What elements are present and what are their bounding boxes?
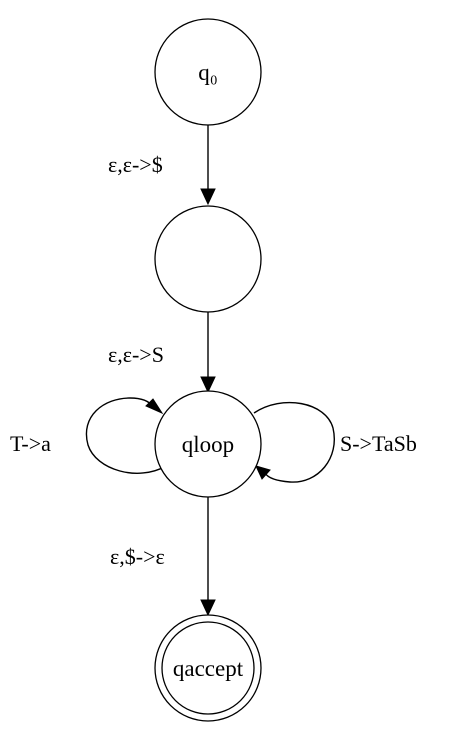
state-qaccept: qaccept — [154, 614, 262, 722]
state-qloop: qloop — [154, 390, 262, 498]
edge-label-q0-to-q1: ε,ε->$ — [108, 152, 163, 177]
edge-qloop-to-qaccept — [200, 496, 216, 617]
state-q0-label: q₀ — [198, 60, 218, 85]
edge-label-qloop-to-qaccept: ε,$->ε — [110, 544, 165, 569]
self-loop-left — [85, 397, 167, 474]
state-qaccept-label: qaccept — [173, 656, 244, 681]
self-loop-right — [253, 401, 335, 483]
edge-q0-to-q1 — [200, 124, 216, 206]
state-q0: q₀ — [154, 18, 262, 126]
state-q1 — [154, 205, 262, 313]
edge-label-self-loop-left: T->a — [10, 431, 51, 456]
state-qloop-label: qloop — [182, 432, 234, 457]
edge-label-q1-to-qloop: ε,ε->S — [108, 342, 164, 367]
edge-label-self-loop-right: S->TaSb — [340, 431, 417, 456]
edge-q1-to-qloop — [200, 312, 216, 394]
